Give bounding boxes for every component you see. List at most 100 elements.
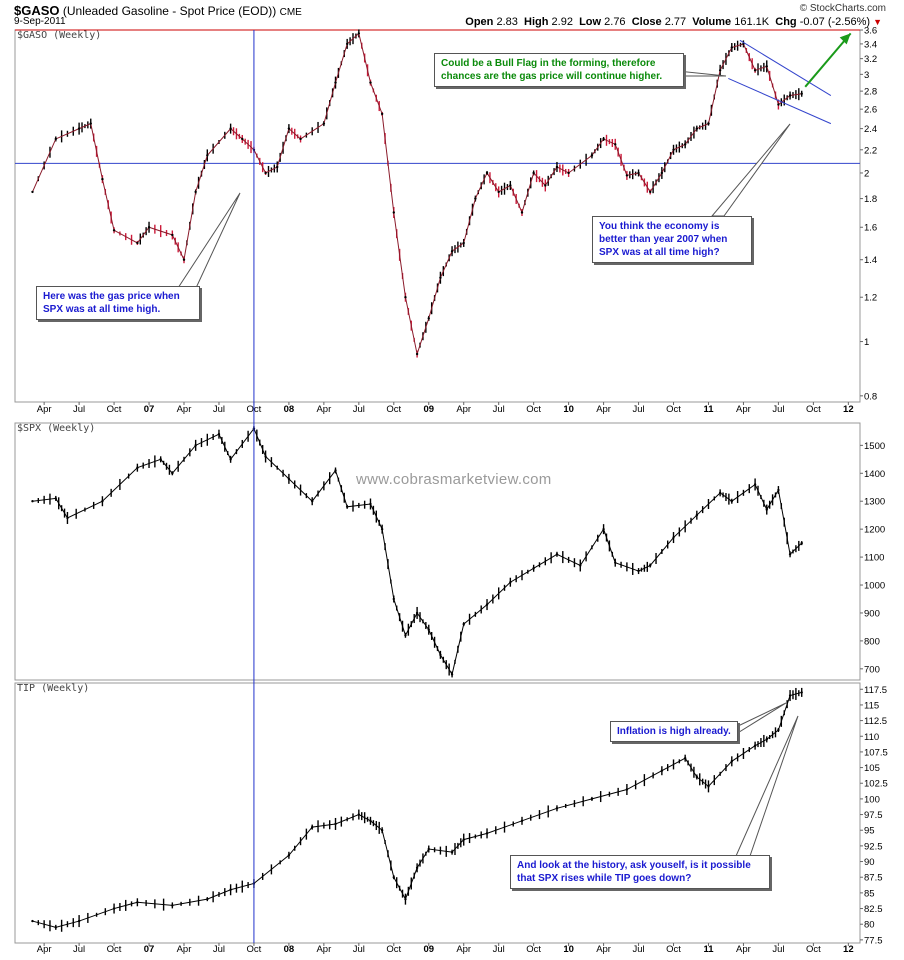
x-tick-label: Apr [177, 944, 192, 955]
data-point [392, 876, 395, 879]
data-point [415, 611, 419, 615]
y-tick-label: 110 [864, 732, 879, 743]
data-point [89, 122, 92, 125]
y-tick-label: 112.5 [864, 716, 887, 727]
data-point [450, 249, 454, 253]
y-tick-label: 97.5 [864, 810, 883, 821]
x-tick-label: Oct [526, 404, 541, 415]
data-point [520, 819, 524, 823]
y-tick-label: 1.6 [864, 223, 877, 234]
data-point [404, 897, 407, 901]
data-point [462, 241, 465, 245]
data-point [672, 536, 675, 539]
y-tick-label: 95 [864, 826, 875, 837]
y-tick-label: 2.8 [864, 87, 877, 98]
x-tick-label: 12 [843, 404, 854, 415]
x-tick-label: Jul [632, 404, 644, 415]
x-tick-label: Apr [736, 944, 751, 955]
x-tick-label: Apr [316, 944, 331, 955]
data-point [101, 177, 104, 181]
data-point [753, 69, 757, 72]
data-point [322, 122, 326, 125]
data-point [800, 691, 803, 694]
data-point [392, 211, 395, 214]
high-label: High [524, 16, 549, 28]
data-point [450, 850, 454, 854]
x-tick-label: Jul [353, 404, 365, 415]
x-tick-label: Jul [632, 944, 644, 955]
data-point [112, 229, 116, 232]
data-point [217, 432, 221, 436]
y-tick-label: 90 [864, 857, 875, 868]
y-tick-label: 115 [864, 700, 879, 711]
channel-upper-line [739, 39, 832, 96]
data-point [579, 564, 582, 567]
y-tick-label: 1100 [864, 553, 884, 564]
x-tick-label: Apr [736, 404, 751, 415]
data-point [707, 785, 710, 788]
data-point [614, 561, 617, 564]
data-point [544, 184, 547, 187]
data-point [532, 567, 535, 570]
x-tick-label: Jul [73, 404, 85, 415]
data-point [649, 190, 652, 194]
data-point [567, 171, 570, 175]
projection-arrow-line [804, 32, 852, 88]
data-point [415, 866, 419, 870]
quote-summary: Open 2.83 High 2.92 Low 2.76 Close 2.77 … [465, 16, 882, 28]
data-point [485, 603, 489, 606]
data-point [777, 103, 780, 106]
data-point [730, 46, 733, 49]
data-point [159, 458, 162, 461]
data-point [777, 488, 780, 492]
data-point [194, 444, 197, 447]
data-point [730, 760, 733, 763]
x-tick-label: Oct [526, 944, 541, 955]
data-point [765, 65, 768, 68]
low-value: 2.76 [604, 16, 626, 28]
data-point [660, 171, 664, 175]
x-tick-label: Oct [386, 404, 401, 415]
data-point [345, 505, 349, 509]
data-point [532, 171, 535, 175]
chart-date: 9-Sep-2011 [14, 16, 66, 27]
data-point [404, 634, 407, 637]
x-tick-label: Apr [456, 944, 471, 955]
x-tick-label: 09 [423, 944, 434, 955]
series-line-2 [32, 691, 802, 928]
data-point [345, 42, 349, 46]
y-tick-label: 1.2 [864, 293, 877, 304]
x-tick-label: Jul [213, 404, 225, 415]
data-point [485, 171, 489, 175]
data-point [380, 112, 384, 116]
data-point [614, 143, 617, 146]
data-point [112, 907, 116, 910]
data-point [264, 455, 267, 458]
data-point [800, 541, 803, 545]
y-tick-label: 800 [864, 636, 880, 647]
data-point [136, 241, 139, 245]
x-tick-label: Oct [806, 404, 821, 415]
data-point [683, 143, 687, 146]
data-point [602, 527, 605, 531]
data-point [485, 832, 489, 835]
x-tick-label: Apr [456, 404, 471, 415]
y-tick-label: 3.2 [864, 54, 877, 65]
data-point [509, 184, 512, 187]
data-point [31, 500, 34, 503]
data-point [649, 564, 652, 567]
x-tick-label: 07 [144, 944, 155, 955]
data-point [392, 597, 395, 601]
data-point [229, 458, 232, 461]
data-point [602, 137, 605, 141]
data-point [427, 317, 430, 320]
y-tick-label: 2 [864, 168, 869, 179]
y-tick-label: 1 [864, 337, 869, 348]
high-value: 2.92 [551, 16, 573, 28]
y-tick-label: 2.2 [864, 145, 877, 156]
projection-arrow-head [839, 33, 851, 45]
y-tick-label: 77.5 [864, 935, 883, 946]
data-point [334, 822, 337, 826]
data-point [404, 296, 407, 299]
